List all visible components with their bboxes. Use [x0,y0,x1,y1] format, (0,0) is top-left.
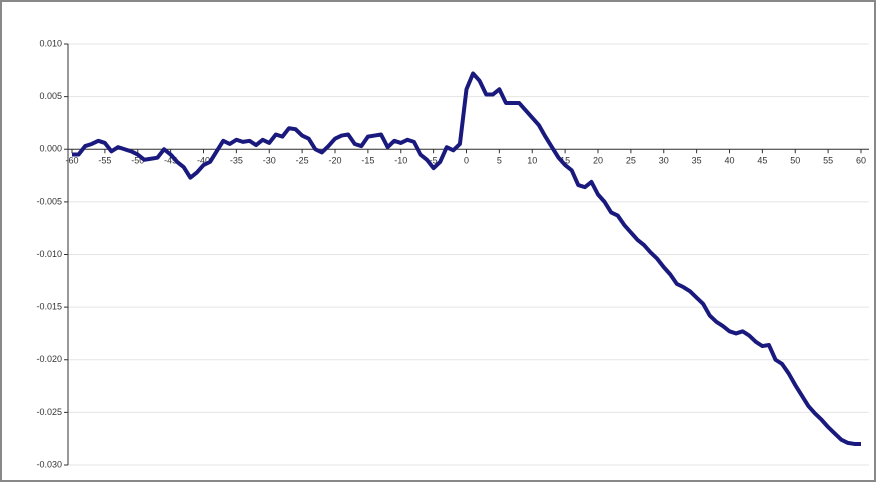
x-tick-label: 10 [527,156,537,166]
data-line [72,71,861,446]
y-tick-label: -0.015 [36,302,62,312]
y-tick-label: -0.030 [36,459,62,469]
x-tick-label: -50 [131,156,144,166]
y-tick-label: -0.020 [36,354,62,364]
x-tick-label: -15 [361,156,374,166]
y-tick-label: 0.005 [39,91,62,101]
y-tick-label: -0.025 [36,407,62,417]
x-tick-label: 40 [724,156,734,166]
x-tick-label: 0 [464,156,469,166]
x-tick-label: 50 [790,156,800,166]
x-tick-label: -20 [328,156,341,166]
x-tick-label: -60 [65,156,78,166]
x-tick-label: -5 [430,156,438,166]
x-tick-label: 35 [692,156,702,166]
x-tick-label: -35 [230,156,243,166]
x-tick-label: 15 [560,156,570,166]
x-tick-label: 45 [757,156,767,166]
x-tick-label: -55 [98,156,111,166]
x-tick-label: -45 [164,156,177,166]
y-tick-label: 0.010 [39,38,62,48]
x-tick-label: -30 [263,156,276,166]
x-tick-label: -10 [394,156,407,166]
x-tick-label: 25 [626,156,636,166]
x-tick-label: 30 [659,156,669,166]
y-tick-label: -0.005 [36,196,62,206]
x-tick-label: -40 [197,156,210,166]
x-tick-label: 55 [823,156,833,166]
x-tick-label: 20 [593,156,603,166]
y-tick-label: -0.010 [36,249,62,259]
x-tick-label: 5 [497,156,502,166]
x-tick-label: 60 [856,156,866,166]
x-tick-label: -25 [296,156,309,166]
y-tick-label: 0.000 [39,144,62,154]
